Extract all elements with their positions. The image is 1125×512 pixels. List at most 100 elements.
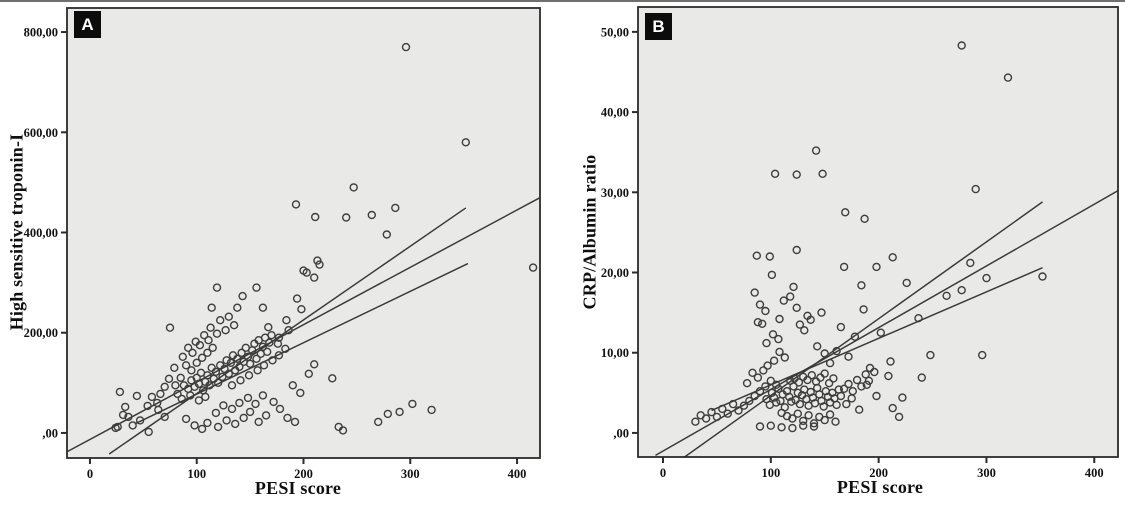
data-point (187, 366, 196, 375)
data-point (192, 358, 201, 367)
data-point (176, 373, 185, 382)
data-point (124, 412, 133, 422)
data-point (978, 350, 987, 360)
data-point (855, 405, 864, 414)
data-point (852, 375, 862, 385)
data-point (1003, 73, 1013, 82)
data-point (226, 358, 236, 367)
data-point (239, 413, 248, 423)
data-point (795, 320, 805, 329)
data-point (181, 361, 191, 370)
data-point (269, 397, 278, 407)
data-point (211, 367, 221, 376)
data-point (807, 371, 816, 380)
data-point (292, 294, 302, 303)
data-point (898, 393, 907, 402)
panel-b-fit-lines (655, 190, 1118, 457)
data-point (290, 417, 300, 427)
data-point (203, 418, 212, 428)
data-point (528, 263, 538, 272)
data-point (792, 303, 801, 312)
data-point (820, 415, 829, 425)
data-point (144, 427, 153, 437)
panel-a-plot-area (67, 8, 540, 458)
data-point (824, 379, 834, 388)
y-tick-label: ,00 (613, 426, 629, 440)
data-point (817, 308, 826, 317)
x-tick-label: 100 (761, 466, 780, 480)
data-point (847, 394, 856, 403)
data-point (328, 374, 337, 383)
data-point (165, 323, 175, 332)
data-point (818, 169, 827, 179)
data-point (259, 361, 269, 370)
data-point (296, 388, 305, 398)
data-point (461, 138, 470, 147)
data-point (793, 409, 802, 418)
data-point (188, 348, 197, 357)
data-point (772, 380, 781, 389)
data-point (831, 417, 840, 426)
data-point (135, 416, 145, 425)
data-point (809, 422, 819, 431)
data-point (203, 348, 212, 357)
data-point (191, 337, 200, 346)
data-point (813, 342, 822, 351)
data-point (273, 339, 283, 348)
data-point (275, 404, 285, 414)
data-point (229, 321, 239, 330)
panel-a-badge: A (74, 11, 101, 38)
data-point (788, 423, 797, 433)
data-point (221, 326, 230, 335)
data-point (799, 416, 808, 426)
data-point (207, 303, 216, 312)
x-tick-label: 200 (869, 466, 888, 480)
x-tick-label: 400 (1085, 466, 1104, 480)
data-point (283, 413, 292, 423)
data-point (222, 356, 231, 365)
panel-b-axes: ,00 10,00 20,00 30,00 40,00 50,00 0 100 200 300 40… (601, 25, 1104, 480)
data-point (237, 348, 246, 357)
data-point (235, 362, 244, 371)
panel-b-x-axis-title: PESI score (836, 477, 924, 497)
data-point (208, 343, 217, 352)
data-point (792, 170, 801, 179)
data-point (957, 41, 966, 50)
data-point (212, 283, 222, 292)
data-point (220, 364, 229, 373)
data-point (160, 412, 169, 422)
data-point (291, 200, 301, 209)
data-point (832, 400, 841, 410)
x-tick-label: 100 (187, 467, 206, 481)
data-point (408, 399, 417, 409)
data-point (753, 373, 763, 382)
data-point (696, 411, 705, 420)
data-point (156, 389, 165, 399)
data-point (774, 334, 783, 344)
data-point (201, 392, 210, 402)
data-point (839, 384, 849, 393)
data-point (274, 333, 284, 342)
x-tick-label: 0 (87, 467, 93, 481)
data-point (785, 392, 794, 401)
data-point (224, 369, 234, 378)
data-point (836, 322, 846, 332)
y-tick-label: 400,00 (24, 226, 58, 240)
data-point (213, 422, 223, 432)
data-point (268, 356, 277, 365)
data-point (342, 213, 351, 222)
data-point (199, 331, 209, 340)
data-point (966, 258, 975, 268)
data-point (914, 314, 923, 323)
y-tick-label: 200,00 (24, 326, 58, 340)
data-point (758, 319, 767, 328)
data-point (143, 401, 152, 411)
data-point (224, 312, 234, 321)
data-point (750, 288, 759, 297)
data-point (395, 407, 404, 417)
data-point (755, 300, 765, 309)
data-point (252, 283, 261, 292)
data-point (775, 347, 784, 357)
data-point (213, 378, 223, 387)
data-point (957, 286, 966, 295)
